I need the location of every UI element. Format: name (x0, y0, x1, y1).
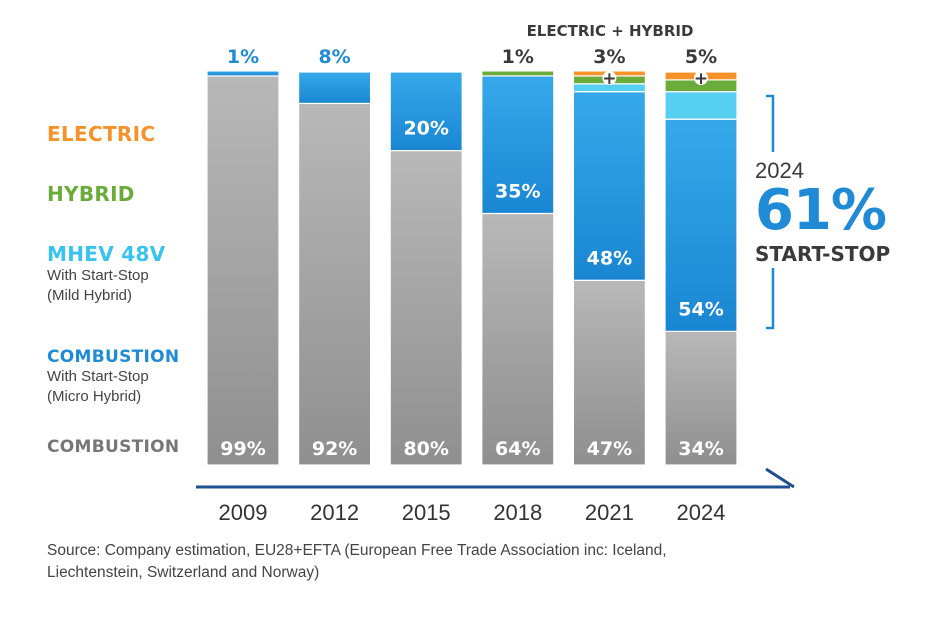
legend-combustion-ss-line1: With Start-Stop (47, 368, 149, 385)
bar-start-stop-2015 (389, 71, 463, 152)
source-line-1: Source: Company estimation, EU28+EFTA (E… (47, 542, 667, 559)
start-stop-bracket (766, 94, 775, 330)
x-tick-2009: 2009 (219, 500, 268, 525)
legend-combustion: COMBUSTION (47, 437, 180, 457)
summary-year: 2024 (755, 158, 804, 183)
x-tick-2024: 2024 (677, 500, 726, 525)
plus-badge-2024 (694, 71, 708, 85)
label-combustion-2024: 34% (678, 438, 723, 460)
label-top-2024: 5% (685, 46, 717, 68)
label-start-stop-2015: 20% (403, 118, 448, 140)
legend-mhev-line2: (Mild Hybrid) (47, 287, 133, 304)
label-combustion-2009: 99% (220, 438, 265, 460)
bar-mhev-2024 (664, 91, 738, 120)
bar-combustion-2012 (298, 102, 372, 466)
x-tick-2012: 2012 (310, 500, 359, 525)
summary-percent: 61% (755, 178, 887, 243)
source-note: Source: Company estimation, EU28+EFTA (E… (47, 540, 787, 584)
bar-start-stop-2012 (298, 71, 372, 105)
bar-start-stop-2021 (572, 91, 647, 281)
label-top-2009: 1% (227, 46, 259, 68)
bar-start-stop-2018 (481, 75, 555, 215)
plus-badge-2021 (602, 71, 617, 85)
legend-combustion-ss-line2: (Micro Hybrid) (47, 388, 142, 405)
legend-electric: ELECTRIC (47, 122, 156, 146)
summary-label: START-STOP (755, 242, 891, 266)
legend-hybrid: HYBRID (47, 182, 135, 206)
bar-combustion-2018 (481, 212, 555, 466)
x-tick-2015: 2015 (402, 500, 451, 525)
bar-combustion-2015 (389, 150, 463, 466)
label-combustion-2015: 80% (403, 438, 448, 460)
source-line-2: Liechtenstein, Switzerland and Norway) (47, 564, 320, 581)
bar-hybrid-2018 (481, 70, 555, 77)
label-top-2012: 8% (318, 46, 350, 68)
label-combustion-2012: 92% (312, 438, 357, 460)
legend-mhev-title: MHEV 48V (47, 242, 166, 266)
plus-icon-2024: + (694, 69, 708, 89)
x-tick-2021: 2021 (585, 500, 634, 525)
top-header-label: ELECTRIC + HYBRID (527, 22, 694, 40)
legend-combustion-ss-title: COMBUSTION (47, 347, 180, 367)
label-top-2018: 1% (502, 46, 534, 68)
label-combustion-2018: 64% (495, 438, 540, 460)
x-tick-2018: 2018 (493, 500, 542, 525)
x-axis-arrow-head (765, 467, 795, 489)
bar-start-stop-2009 (206, 70, 280, 77)
label-start-stop-2024: 54% (678, 298, 723, 320)
label-start-stop-2018: 35% (495, 180, 540, 202)
label-start-stop-2021: 48% (587, 247, 632, 269)
bar-combustion-2009 (206, 75, 280, 466)
legend-mhev-line1: With Start-Stop (47, 267, 149, 284)
label-combustion-2021: 47% (587, 438, 632, 460)
plus-icon-2021: + (602, 69, 616, 89)
start-stop-summary: 2024 61% START-STOP (755, 158, 890, 266)
label-top-2021: 3% (593, 46, 625, 68)
